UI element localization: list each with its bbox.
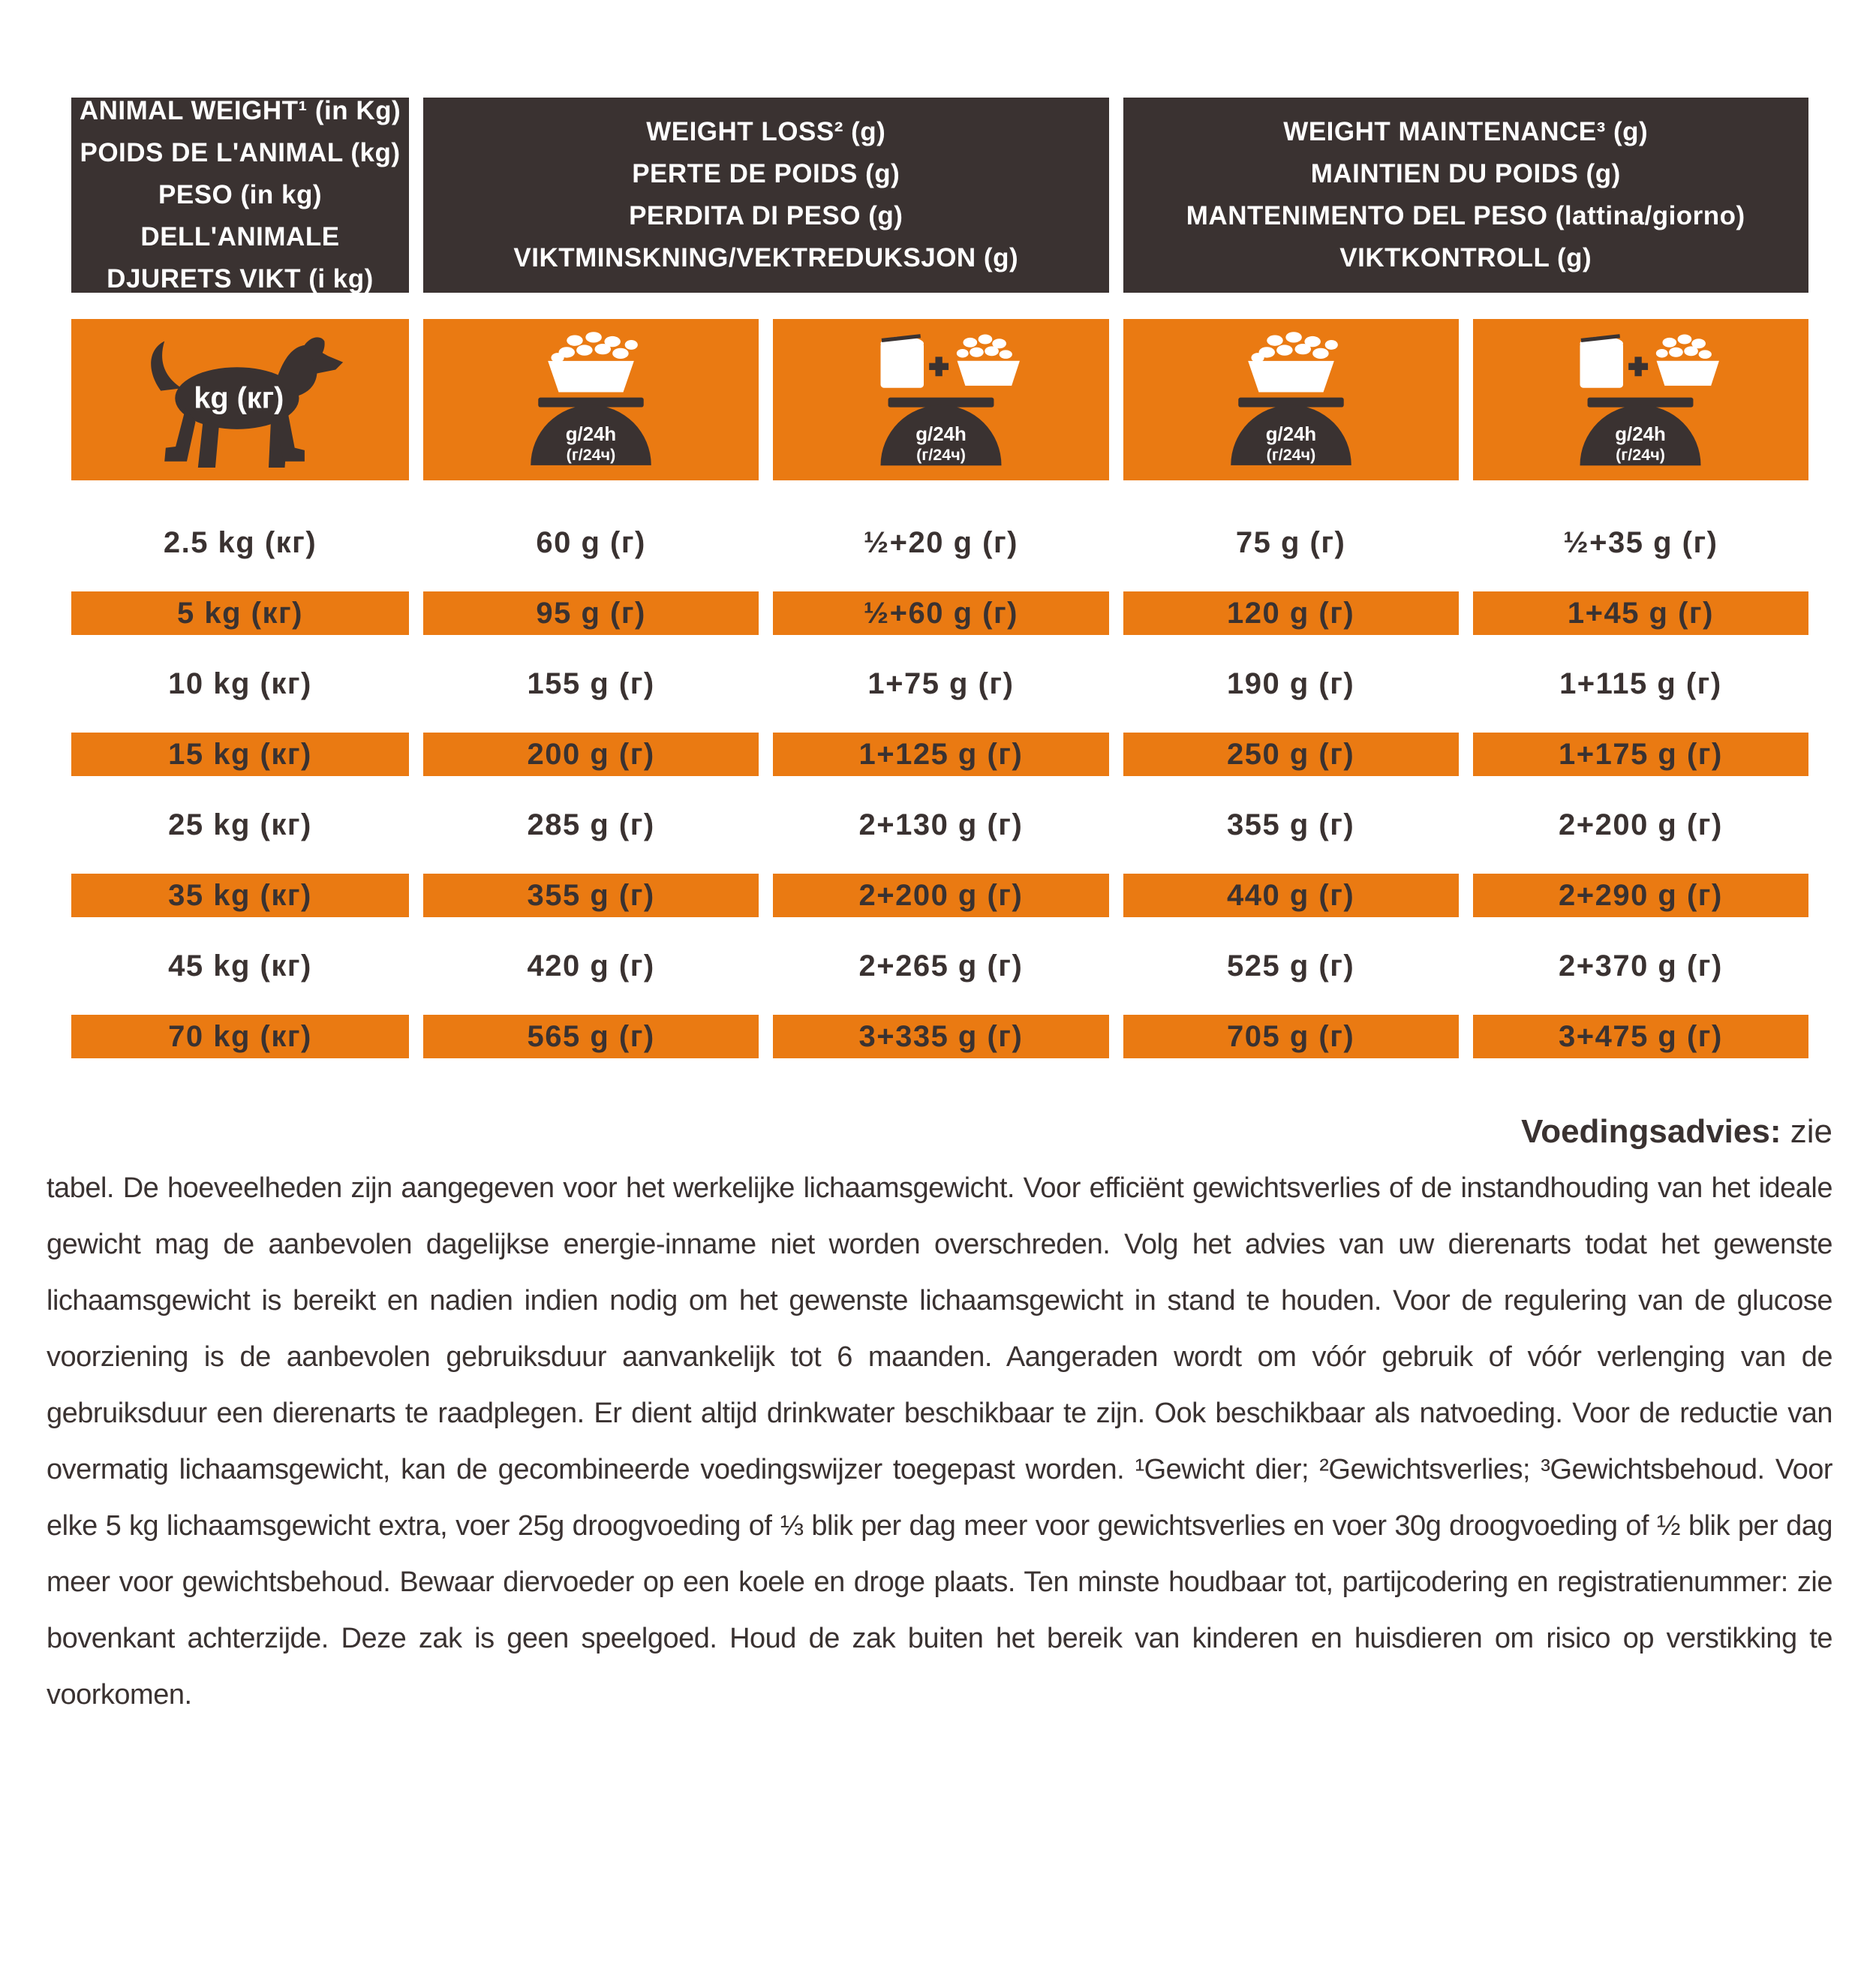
feeding-guide-table: ANIMAL WEIGHT¹ (in Kg) POIDS DE L'ANIMAL…: [71, 96, 1808, 1058]
cell-loss-dry: 200 g (г): [423, 733, 759, 776]
cell-maintenance-dry: 525 g (г): [1227, 949, 1355, 982]
header-line: VIKTMINSKNING/VEKTREDUKSJON (g): [513, 243, 1019, 272]
can-plus-dry-food-scale-icon: g/24h (г/24ч): [1580, 334, 1720, 466]
cell-maintenance-dry: 705 g (г): [1123, 1015, 1459, 1058]
cell-maintenance-dry: 355 g (г): [1227, 808, 1355, 841]
header-line: POIDS DE L'ANIMAL (kg): [80, 138, 401, 167]
icon-row: kg (кг) g/24h (г/24: [71, 319, 1808, 480]
cell-maintenance-dry: 75 g (г): [1235, 525, 1346, 559]
cell-loss-dry: 95 g (г): [423, 591, 759, 635]
dry-food-scale-icon: g/24h (г/24ч): [1230, 332, 1351, 465]
kg-unit-label: kg (кг): [194, 381, 284, 414]
cell-loss-dry: 420 g (г): [527, 949, 655, 982]
header-line: DJURETS VIKT (i kg): [107, 264, 374, 293]
cell-maintenance-combo: 3+475 g (г): [1472, 1015, 1808, 1058]
cell-maintenance-combo: 2+200 g (г): [1558, 808, 1723, 841]
cell-animal-weight: 70 kg (кг): [71, 1015, 409, 1058]
dry-food-scale-icon: g/24h (г/24ч): [531, 332, 651, 465]
feeding-advice-paragraph: tabel. De hoeveelheden zijn aangegeven v…: [47, 1172, 1833, 1711]
cell-loss-combo: 1+125 g (г): [773, 733, 1109, 776]
table-row: 10 kg (кг) 155 g (г) 1+75 g (г) 190 g (г…: [71, 662, 1808, 706]
cell-maintenance-dry: 250 g (г): [1123, 733, 1459, 776]
grams-per-day-label-cyrillic: (г/24ч): [567, 446, 616, 464]
grams-per-day-label: g/24h: [915, 424, 967, 445]
cell-loss-combo: 3+335 g (г): [773, 1015, 1109, 1058]
header-line: WEIGHT LOSS² (g): [646, 117, 886, 146]
grams-per-day-label-cyrillic: (г/24ч): [916, 445, 966, 464]
cell-loss-dry: 285 g (г): [527, 808, 655, 841]
can-plus-dry-food-scale-icon: g/24h (г/24ч): [880, 334, 1020, 466]
cell-loss-combo: 2+130 g (г): [858, 808, 1024, 841]
dog-icon: kg (кг): [151, 336, 344, 468]
cell-animal-weight: 35 kg (кг): [71, 874, 409, 917]
icon-cell-animal-weight: kg (кг): [71, 319, 409, 480]
header-line: PERDITA DI PESO (g): [629, 201, 903, 230]
header-line: MAINTIEN DU POIDS (g): [1310, 159, 1621, 188]
cell-animal-weight: 15 kg (кг): [71, 733, 409, 776]
feeding-advice-heading: Voedingsadvies: zie: [47, 1103, 1832, 1160]
cell-animal-weight: 25 kg (кг): [168, 808, 312, 841]
table-row: 15 kg (кг) 200 g (г) 1+125 g (г) 250 g (…: [71, 733, 1808, 776]
header-line: VIKTKONTROLL (g): [1339, 243, 1592, 272]
cell-loss-dry: 155 g (г): [527, 667, 655, 700]
header-line: ANIMAL WEIGHT¹ (in Kg): [79, 96, 401, 125]
column-header-weight-maintenance: WEIGHT MAINTENANCE³ (g) MAINTIEN DU POID…: [1123, 98, 1808, 293]
cell-maintenance-dry: 190 g (г): [1227, 667, 1355, 700]
cell-maintenance-combo: 1+175 g (г): [1472, 733, 1808, 776]
cell-loss-combo: ½+60 g (г): [773, 591, 1109, 635]
cell-loss-combo: 1+75 g (г): [867, 667, 1015, 700]
table-row: 35 kg (кг) 355 g (г) 2+200 g (г) 440 g (…: [71, 874, 1808, 917]
header-line: MANTENIMENTO DEL PESO (lattina/giorno): [1186, 201, 1745, 230]
cell-maintenance-dry: 440 g (г): [1123, 874, 1459, 917]
grams-per-day-label: g/24h: [1265, 424, 1315, 445]
feeding-advice-section: Voedingsadvies: zie tabel. De hoeveelhed…: [47, 1103, 1833, 1723]
feeding-advice-heading-bold: Voedingsadvies:: [1521, 1113, 1781, 1150]
grams-per-day-label: g/24h: [566, 424, 616, 445]
cell-loss-combo: ½+20 g (г): [863, 525, 1018, 559]
table-row: 5 kg (кг) 95 g (г) ½+60 g (г) 120 g (г) …: [71, 591, 1808, 635]
cell-loss-dry: 565 g (г): [423, 1015, 759, 1058]
table-row: 2.5 kg (кг) 60 g (г) ½+20 g (г) 75 g (г)…: [71, 521, 1808, 564]
cell-maintenance-combo: 1+115 g (г): [1559, 667, 1722, 700]
icon-cell-loss-combo: g/24h (г/24ч): [773, 319, 1109, 480]
cell-maintenance-combo: 1+45 g (г): [1472, 591, 1808, 635]
column-header-weight-loss: WEIGHT LOSS² (g) PERTE DE POIDS (g) PERD…: [423, 98, 1109, 293]
column-header-row: ANIMAL WEIGHT¹ (in Kg) POIDS DE L'ANIMAL…: [71, 96, 1808, 293]
cell-animal-weight: 2.5 kg (кг): [163, 525, 317, 559]
cell-maintenance-dry: 120 g (г): [1123, 591, 1459, 635]
table-row: 70 kg (кг) 565 g (г) 3+335 g (г) 705 g (…: [71, 1015, 1808, 1058]
cell-maintenance-combo: 2+370 g (г): [1558, 949, 1723, 982]
table-row: 25 kg (кг) 285 g (г) 2+130 g (г) 355 g (…: [71, 803, 1808, 847]
grams-per-day-label: g/24h: [1616, 424, 1667, 445]
cell-loss-combo: 2+200 g (г): [773, 874, 1109, 917]
header-line: PESO (in kg) DELL'ANIMALE: [140, 180, 340, 251]
icon-cell-maintenance-combo: g/24h (г/24ч): [1472, 319, 1808, 480]
grams-per-day-label-cyrillic: (г/24ч): [1266, 446, 1315, 464]
grams-per-day-label-cyrillic: (г/24ч): [1616, 445, 1665, 464]
feeding-advice-heading-rest: zie: [1781, 1113, 1832, 1150]
header-line: WEIGHT MAINTENANCE³ (g): [1283, 117, 1649, 146]
cell-loss-combo: 2+265 g (г): [858, 949, 1024, 982]
cell-maintenance-combo: 2+290 g (г): [1472, 874, 1808, 917]
column-header-animal-weight: ANIMAL WEIGHT¹ (in Kg) POIDS DE L'ANIMAL…: [71, 96, 409, 293]
cell-animal-weight: 45 kg (кг): [168, 949, 312, 982]
table-row: 45 kg (кг) 420 g (г) 2+265 g (г) 525 g (…: [71, 944, 1808, 988]
cell-loss-dry: 355 g (г): [423, 874, 759, 917]
cell-loss-dry: 60 g (г): [536, 525, 646, 559]
icon-cell-loss-dry: g/24h (г/24ч): [423, 319, 759, 480]
cell-maintenance-combo: ½+35 g (г): [1563, 525, 1718, 559]
cell-animal-weight: 5 kg (кг): [71, 591, 409, 635]
header-line: PERTE DE POIDS (g): [632, 159, 900, 188]
icon-cell-maintenance-dry: g/24h (г/24ч): [1123, 319, 1459, 480]
cell-animal-weight: 10 kg (кг): [168, 667, 312, 700]
